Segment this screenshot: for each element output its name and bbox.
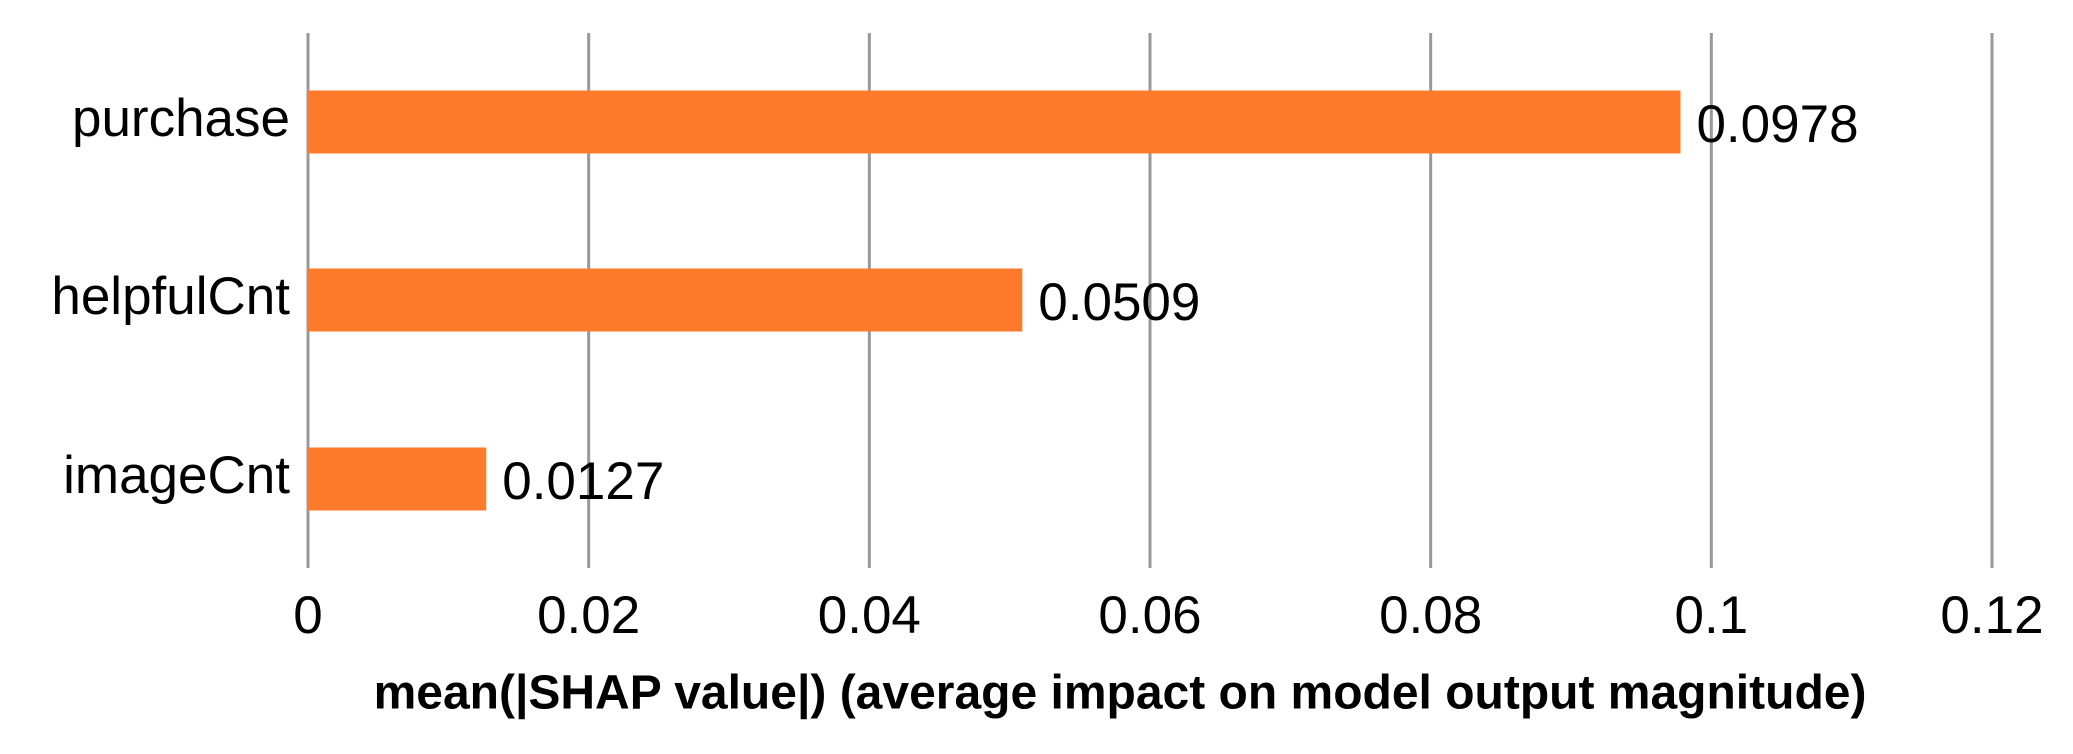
- value-label: 0.0127: [502, 452, 664, 511]
- x-tick-label: 0.08: [1379, 586, 1482, 645]
- bar: [308, 268, 1023, 332]
- x-tick-label: 0: [293, 586, 322, 645]
- y-tick-label: imageCnt: [63, 446, 290, 505]
- x-tick-label: 0.02: [537, 586, 640, 645]
- bar: [308, 447, 487, 511]
- x-tick-label: 0.12: [1940, 586, 2043, 645]
- x-tick-label: 0.06: [1098, 586, 1201, 645]
- value-label: 0.0509: [1038, 273, 1200, 332]
- x-axis-label: mean(|SHAP value|) (average impact on mo…: [374, 667, 1867, 720]
- bar: [308, 90, 1681, 154]
- x-tick-label: 0.04: [818, 586, 921, 645]
- y-tick-label: purchase: [72, 89, 290, 148]
- y-tick-label: helpfulCnt: [51, 267, 290, 326]
- x-tick-label: 0.1: [1674, 586, 1748, 645]
- value-label: 0.0978: [1696, 95, 1858, 154]
